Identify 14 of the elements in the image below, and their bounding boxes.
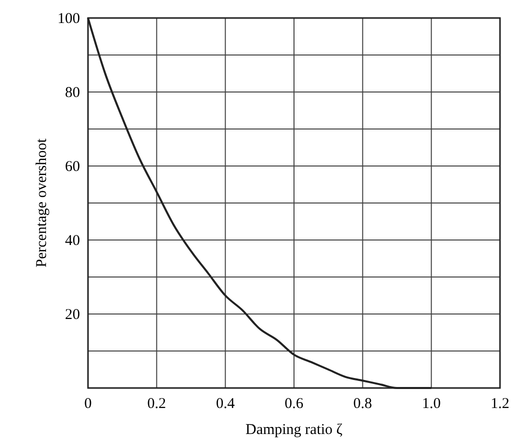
x-tick-label: 0.6 <box>284 396 304 412</box>
y-tick-label: 80 <box>65 85 80 101</box>
y-tick-label: 20 <box>65 307 80 323</box>
x-tick-label: 0.4 <box>216 396 236 412</box>
x-tick-label: 0.8 <box>353 396 372 412</box>
x-tick-label: 1.2 <box>490 396 510 412</box>
x-tick-label: 1.0 <box>422 396 441 412</box>
y-tick-label: 60 <box>65 159 80 175</box>
y-axis-title: Percentage overshoot <box>34 138 50 268</box>
x-tick-label: 0 <box>84 396 92 412</box>
y-tick-label: 40 <box>65 233 80 249</box>
x-axis-title: Damping ratio ζ <box>245 422 343 438</box>
y-tick-label: 100 <box>58 11 80 27</box>
x-tick-label: 0.2 <box>147 396 166 412</box>
